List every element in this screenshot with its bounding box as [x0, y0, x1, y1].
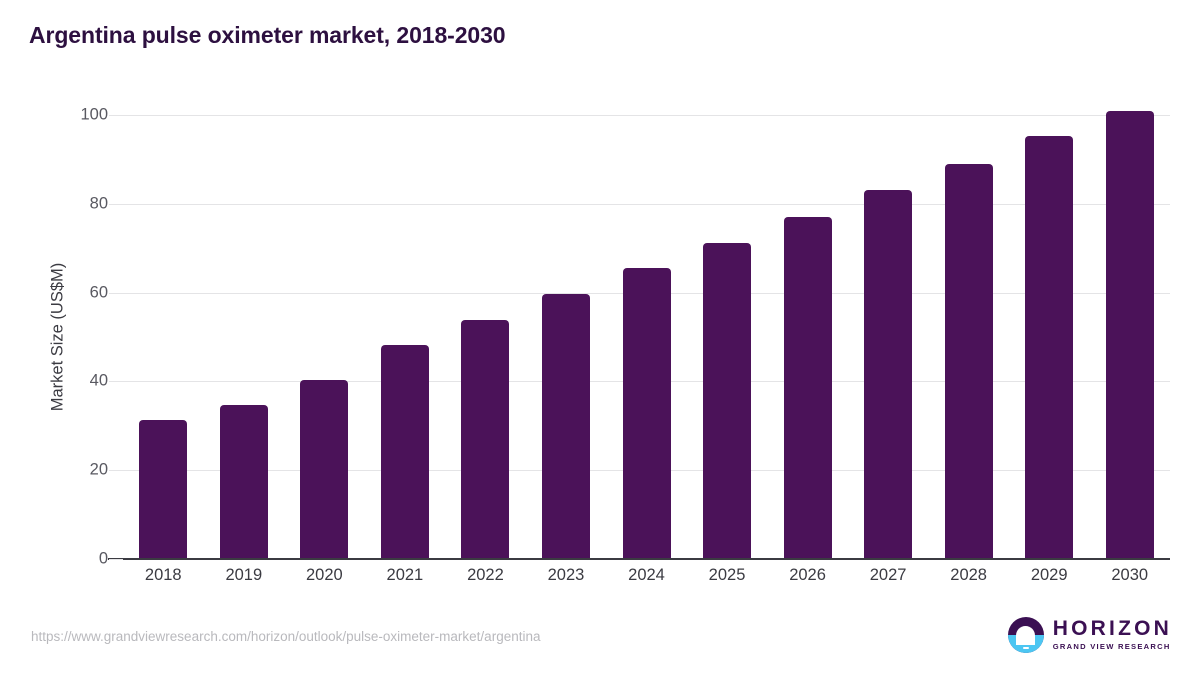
y-tick-label: 60: [89, 283, 108, 302]
y-tick-mark: [109, 292, 123, 294]
gridline-100: [123, 115, 1170, 116]
y-tick-label: 40: [89, 371, 108, 390]
source-url[interactable]: https://www.grandviewresearch.com/horizo…: [31, 629, 541, 644]
x-tick-label-2021: 2021: [386, 566, 424, 584]
bar-2020[interactable]: [300, 380, 349, 559]
y-tick-label: 100: [80, 105, 108, 124]
page-title: Argentina pulse oximeter market, 2018-20…: [29, 22, 506, 48]
y-tick-label: 20: [89, 460, 108, 479]
logo-ray-1: [1017, 639, 1034, 642]
horizon-logo-icon: [1007, 617, 1044, 653]
x-tick-label-2025: 2025: [708, 566, 746, 584]
x-tick-label-2029: 2029: [1030, 566, 1068, 584]
bar-2029[interactable]: [1025, 136, 1074, 559]
logo-text: HORIZON GRAND VIEW RESEARCH: [1052, 617, 1172, 652]
gridline-80: [123, 203, 1170, 205]
bar-2023[interactable]: [541, 293, 590, 559]
bar-2026[interactable]: [783, 216, 832, 559]
bar-2019[interactable]: [219, 404, 268, 559]
x-tick-label-2023: 2023: [547, 566, 585, 584]
y-tick-mark: [109, 559, 123, 560]
logo-ray-3: [1022, 646, 1029, 649]
bar-2024[interactable]: [622, 268, 671, 559]
horizon-logo[interactable]: HORIZON GRAND VIEW RESEARCH: [1007, 612, 1172, 658]
logo-wordmark: HORIZON: [1052, 617, 1172, 641]
x-tick-label-2030: 2030: [1111, 566, 1149, 584]
logo-ray-2: [1020, 642, 1032, 645]
x-tick-label-2027: 2027: [869, 566, 907, 584]
logo-tagline: GRAND VIEW RESEARCH: [1052, 642, 1171, 652]
x-tick-label-2026: 2026: [789, 566, 826, 584]
y-tick-label: 0: [98, 549, 108, 568]
bar-2022[interactable]: [461, 319, 510, 559]
bar-2025[interactable]: [703, 242, 752, 559]
y-tick-label: 80: [89, 194, 108, 213]
x-tick-label-2019: 2019: [225, 566, 263, 584]
y-tick-mark: [109, 203, 123, 205]
x-tick-label-2018: 2018: [144, 566, 182, 584]
y-tick-mark: [109, 381, 123, 383]
y-tick-mark: [109, 470, 123, 472]
x-axis-line: [108, 558, 1170, 560]
x-tick-label-2024: 2024: [628, 566, 665, 584]
plot-area: Market Size (US$M): [49, 110, 1170, 560]
x-tick-label-2028: 2028: [950, 566, 987, 584]
x-tick-label-2022: 2022: [467, 566, 504, 584]
bar-2021[interactable]: [380, 345, 429, 559]
bar-2027[interactable]: [864, 189, 913, 559]
bar-2030[interactable]: [1105, 110, 1154, 559]
bar-2028[interactable]: [944, 163, 993, 559]
x-tick-label-2020: 2020: [305, 566, 343, 584]
y-tick-mark: [109, 115, 123, 116]
bar-2018[interactable]: [139, 420, 188, 559]
